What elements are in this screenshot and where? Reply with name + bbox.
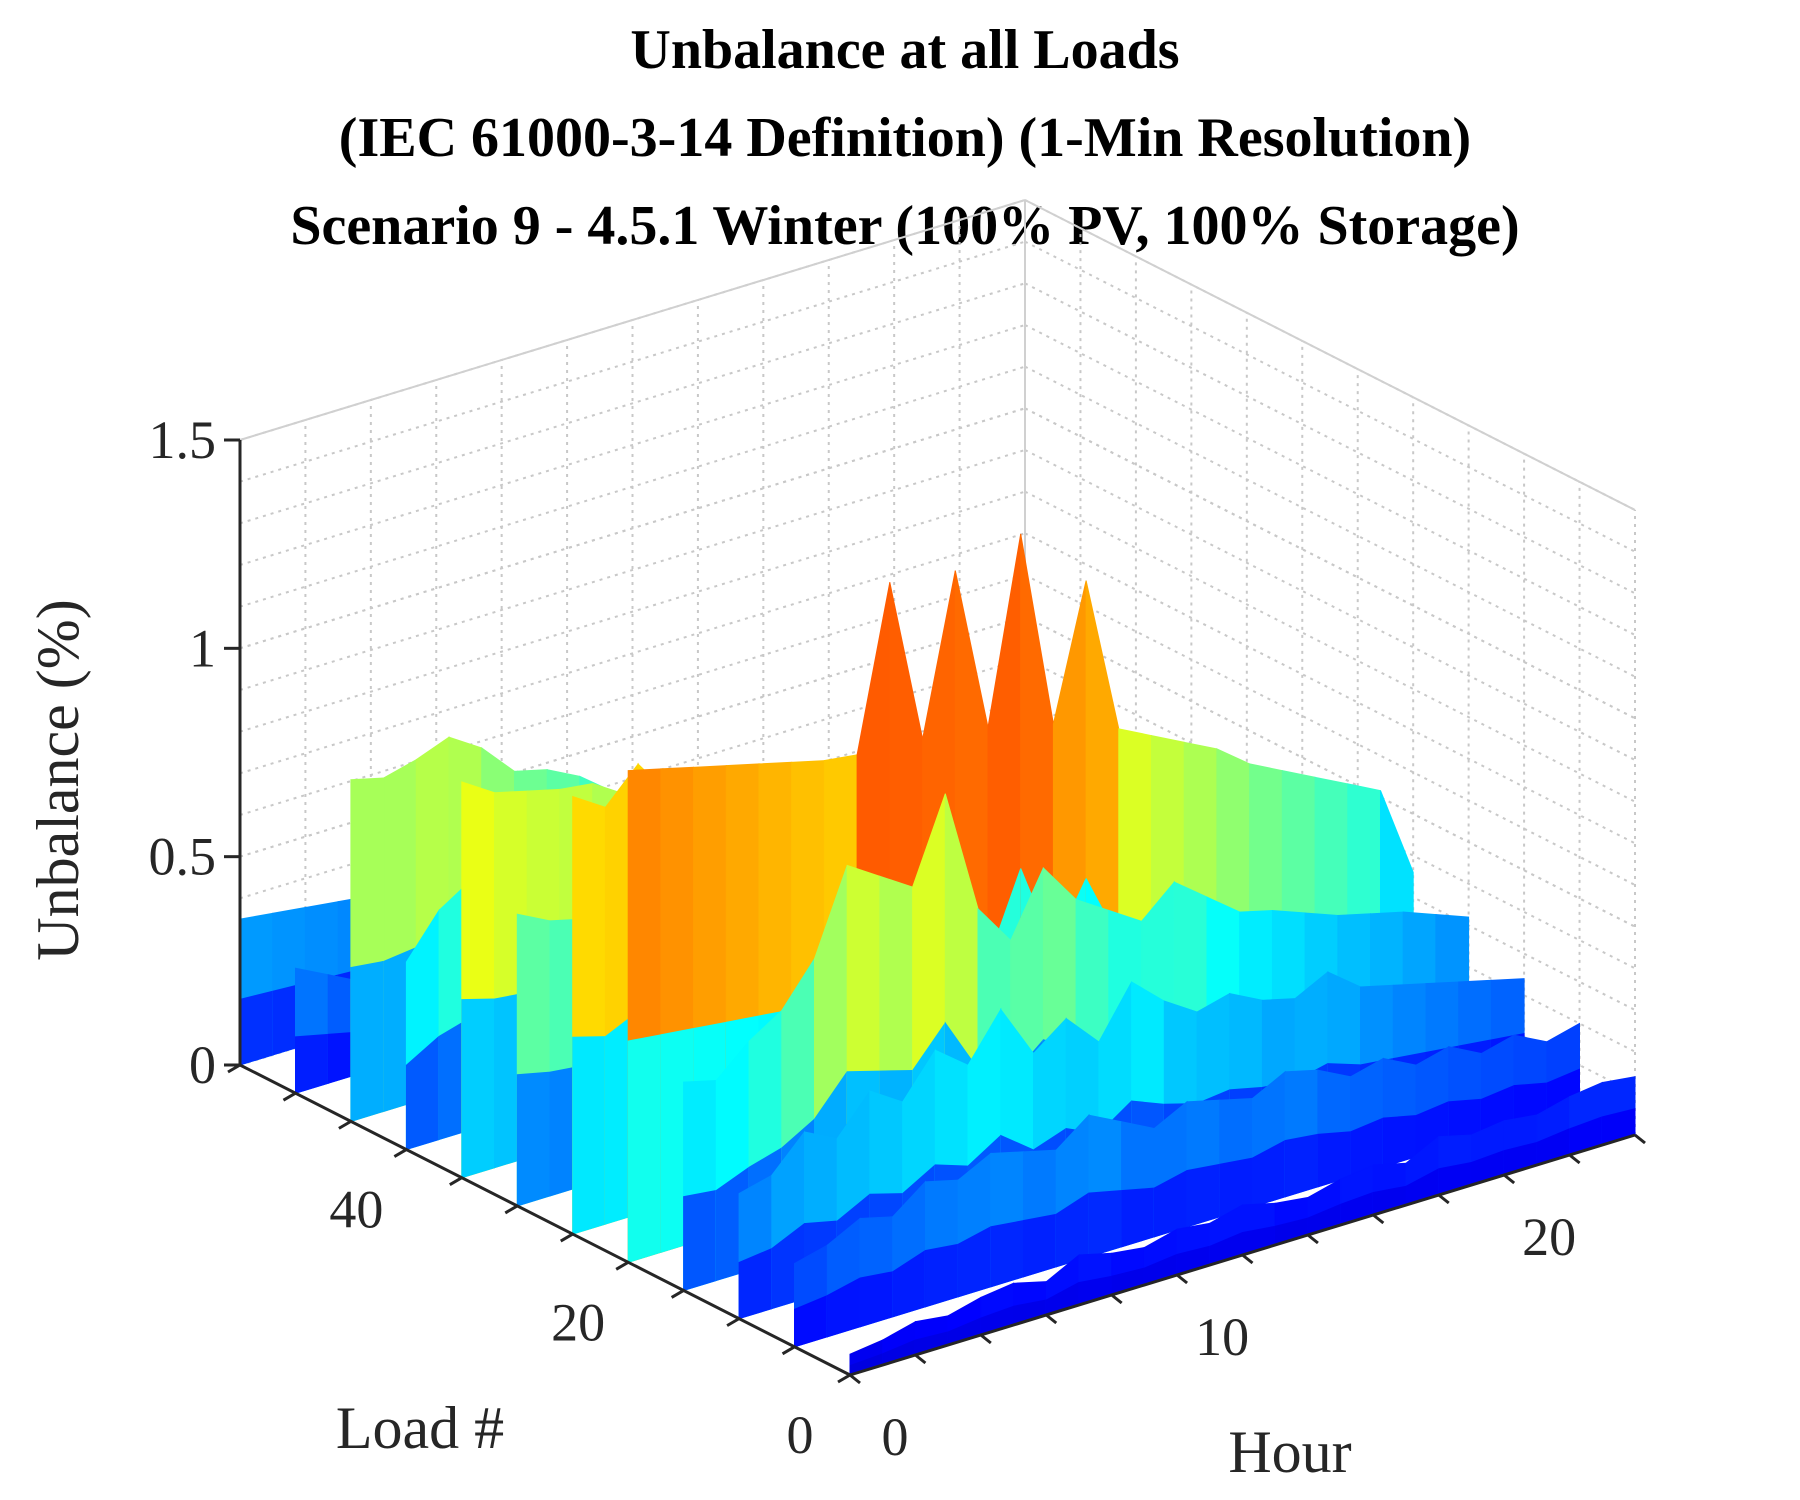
x-tick-mark xyxy=(1503,1173,1516,1185)
title-line-2: (IEC 61000-3-14 Definition) (1-Min Resol… xyxy=(339,107,1471,169)
surface-patch-base xyxy=(1088,1190,1123,1258)
x-tick-mark xyxy=(1045,1313,1058,1325)
grid-minor-side xyxy=(1024,615,1636,928)
y-axis-label: Load # xyxy=(336,1395,504,1461)
x-tick-label: 20 xyxy=(1522,1207,1576,1267)
y-tick-mark xyxy=(393,1148,408,1158)
x-axis-label: Hour xyxy=(1228,1419,1351,1485)
z-tick-label: 1 xyxy=(189,618,216,678)
grid-minor-back xyxy=(239,282,1026,525)
x-tick-mark xyxy=(1634,1133,1646,1145)
x-tick-mark xyxy=(1176,1273,1189,1285)
x-tick-mark xyxy=(1110,1293,1123,1305)
y-tick-mark xyxy=(282,1091,297,1102)
surface-plot xyxy=(239,533,1636,1376)
x-tick-mark xyxy=(1437,1193,1450,1205)
y-tick-mark xyxy=(449,1176,463,1187)
grid-minor-side xyxy=(1024,282,1636,595)
surface-patch-base xyxy=(627,1034,662,1263)
surface-patch-base xyxy=(859,1271,894,1328)
title-line-3: Scenario 9 - 4.5.1 Winter (100% PV, 100%… xyxy=(290,195,1519,257)
surface-patch-base xyxy=(924,1243,959,1308)
grid-minor-side xyxy=(1024,449,1636,761)
axis-labels: Unbalance (%) Load # Hour xyxy=(25,599,1352,1485)
y-tick-mark xyxy=(504,1204,519,1215)
surface-patch-base xyxy=(572,1036,606,1235)
y-tick-mark xyxy=(338,1120,352,1130)
surface-patch-base xyxy=(683,1189,717,1292)
grid-minor-back xyxy=(239,490,1026,733)
axes: 0 0.5 1 1.5 0 20 40 0 10 20 xyxy=(149,410,1646,1467)
z-tick-label: 0.5 xyxy=(149,827,217,887)
y-tick-mark xyxy=(837,1373,851,1384)
grid-top-back xyxy=(239,199,1026,441)
y-tick-mark xyxy=(670,1289,685,1299)
surface-patch-base xyxy=(1023,1213,1057,1278)
grid-minor-side xyxy=(1024,490,1636,803)
y-tick-label: 40 xyxy=(329,1180,383,1240)
surface-patch-base xyxy=(990,1219,1024,1288)
grid-line-side-z-2 xyxy=(1024,407,1636,720)
y-tick-mark xyxy=(781,1345,796,1356)
grid-panels xyxy=(239,199,1636,1136)
z-tick-label: 1.5 xyxy=(149,410,217,470)
surface-patch-base xyxy=(295,1033,329,1094)
x-tick-mark xyxy=(979,1333,992,1345)
surface-ridge-load-0 xyxy=(849,1076,1636,1376)
surface-patch-base xyxy=(516,1071,551,1207)
x-tick-mark xyxy=(1372,1213,1385,1225)
grid-minor-back xyxy=(239,240,1026,483)
x-tick-mark xyxy=(1241,1253,1254,1265)
grid-minor-side xyxy=(1024,365,1636,678)
y-axis-line xyxy=(239,1063,851,1377)
surface-ridge-load-5 xyxy=(794,1022,1580,1348)
y-tick-label: 0 xyxy=(787,1405,814,1465)
surface-patch-base xyxy=(461,998,495,1179)
grid-minor-side xyxy=(1024,532,1636,845)
surface-patch-base xyxy=(1186,1163,1221,1228)
surface-patch-base xyxy=(350,960,385,1123)
grid-minor-back xyxy=(239,449,1026,691)
x-tick-mark xyxy=(1568,1153,1581,1165)
grid-top-side xyxy=(1024,199,1636,511)
surface-patch-base xyxy=(239,990,274,1066)
x-tick-mark xyxy=(914,1353,927,1365)
x-tick-label: 10 xyxy=(1195,1307,1249,1367)
z-tick-label: 0 xyxy=(189,1035,216,1095)
grid-minor-side xyxy=(1024,657,1636,970)
grid-minor-side xyxy=(1024,407,1636,720)
y-tick-mark xyxy=(615,1260,629,1271)
y-tick-label: 20 xyxy=(551,1292,605,1352)
grid-minor-back xyxy=(239,532,1026,775)
z-axis-label: Unbalance (%) xyxy=(25,599,91,960)
x-tick-label: 0 xyxy=(882,1407,909,1467)
x-tick-mark xyxy=(1306,1233,1319,1245)
chart-title: Unbalance at all Loads (IEC 61000-3-14 D… xyxy=(290,19,1519,257)
grid-minor-side xyxy=(1024,324,1636,636)
title-line-1: Unbalance at all Loads xyxy=(630,19,1179,81)
grid-minor-side xyxy=(1024,574,1636,886)
x-tick-mark xyxy=(849,1373,861,1385)
y-tick-mark xyxy=(227,1063,241,1074)
surface-patch-base xyxy=(1284,1133,1319,1198)
grid-minor-side xyxy=(1024,240,1636,553)
y-tick-mark xyxy=(559,1232,574,1243)
grid-minor-back xyxy=(239,324,1026,566)
surface-patch-base xyxy=(1121,1187,1155,1248)
y-tick-mark xyxy=(726,1317,740,1327)
